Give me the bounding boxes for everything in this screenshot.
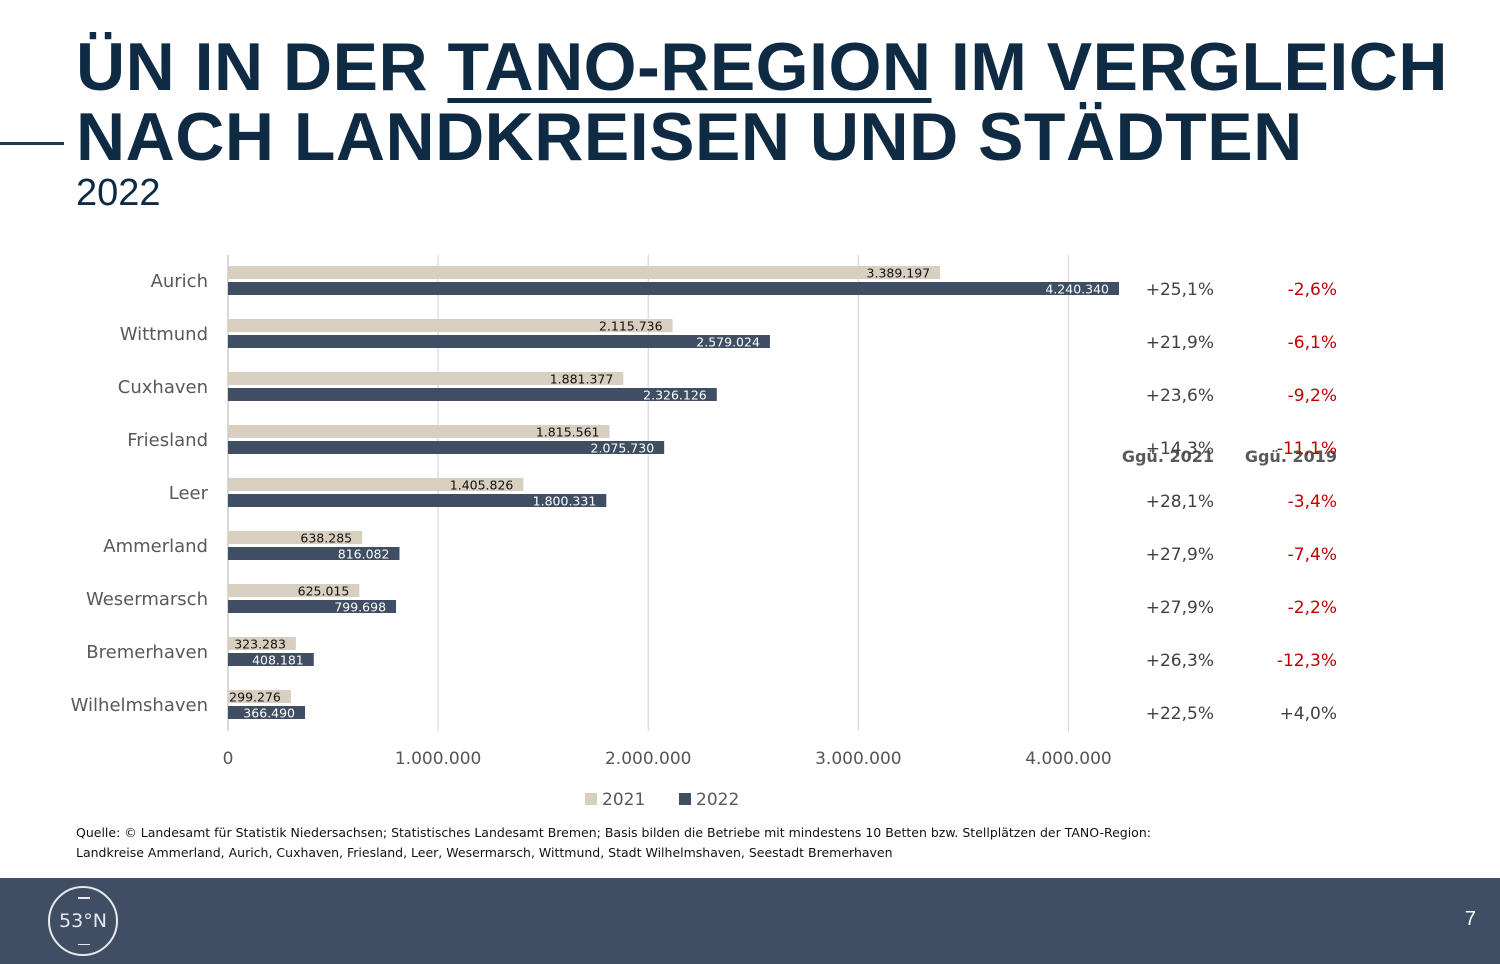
comparison-value: +28,1% xyxy=(1146,492,1214,512)
comparison-value: -6,1% xyxy=(1288,333,1337,353)
logo-tick-top xyxy=(78,897,90,899)
category-label: Wesermarsch xyxy=(86,589,208,610)
comparison-value: +23,6% xyxy=(1146,386,1214,406)
legend-label-2022: 2022 xyxy=(696,790,739,810)
title-prefix: ÜN IN DER xyxy=(76,29,448,105)
source-note: Quelle: © Landesamt für Statistik Nieder… xyxy=(76,823,1376,863)
bar-2021 xyxy=(228,425,610,438)
data-label-2022: 799.698 xyxy=(334,600,386,615)
bar-2022 xyxy=(228,441,665,454)
category-label: Bremerhaven xyxy=(86,642,208,663)
bar-2022 xyxy=(228,706,306,719)
source-line-1: Quelle: © Landesamt für Statistik Nieder… xyxy=(76,825,1151,840)
comparison-value: +4,0% xyxy=(1280,704,1337,724)
data-label-2021: 1.815.561 xyxy=(536,425,600,440)
bar-2021 xyxy=(228,690,291,703)
comparison-header: Ggü. 2019 xyxy=(1245,447,1337,466)
bar-2021 xyxy=(228,266,941,279)
x-tick-label: 0 xyxy=(223,749,234,769)
bar-2022 xyxy=(228,494,607,507)
category-label: Ammerland xyxy=(103,536,208,557)
title-suffix: IM VERGLEICH xyxy=(931,29,1449,105)
title-underlined-region: TANO-REGION xyxy=(447,29,932,105)
legend-swatch-2021 xyxy=(585,793,597,805)
comparison-value: -11,1% xyxy=(1277,439,1337,459)
x-tick-label: 4.000.000 xyxy=(1025,749,1112,769)
comparison-value: +22,5% xyxy=(1146,704,1214,724)
data-label-2022: 408.181 xyxy=(252,653,304,668)
data-label-2021: 638.285 xyxy=(300,531,352,546)
category-label: Cuxhaven xyxy=(118,377,208,398)
title-line-1: ÜN IN DER TANO-REGION IM VERGLEICH xyxy=(76,32,1476,102)
bar-2022 xyxy=(228,600,397,613)
bar-2022 xyxy=(228,388,717,401)
comparison-value: +14,3% xyxy=(1146,439,1214,459)
legend-label-2021: 2021 xyxy=(602,790,645,810)
bar-2022 xyxy=(228,282,1119,295)
logo-tick-bottom xyxy=(78,943,90,945)
comparison-header: Ggü. 2021 xyxy=(1122,447,1214,466)
logo-53n: 53°N xyxy=(48,886,118,956)
page-number: 7 xyxy=(1464,908,1476,930)
comparison-value: +26,3% xyxy=(1146,651,1214,671)
comparison-value: -9,2% xyxy=(1288,386,1337,406)
bar-2021 xyxy=(228,319,673,332)
data-label-2021: 3.389.197 xyxy=(867,266,931,281)
data-label-2021: 299.276 xyxy=(229,690,281,705)
bar-2021 xyxy=(228,531,363,544)
data-label-2022: 2.579.024 xyxy=(696,335,760,350)
category-label: Wilhelmshaven xyxy=(71,695,208,716)
data-label-2021: 625.015 xyxy=(298,584,350,599)
comparison-value: -7,4% xyxy=(1288,545,1337,565)
title-line-2: NACH LANDKREISEN UND STÄDTEN xyxy=(76,99,1303,175)
accent-rule xyxy=(0,142,64,145)
comparison-value: -2,2% xyxy=(1288,598,1337,618)
comparison-value: -3,4% xyxy=(1288,492,1337,512)
bar-2022 xyxy=(228,547,400,560)
bar-2022 xyxy=(228,335,770,348)
bar-chart: 0 1.000.000 2.000.000 3.000.000 4.000.000 Aur… xyxy=(71,255,1337,810)
category-label: Leer xyxy=(169,483,209,504)
x-tick-label: 3.000.000 xyxy=(815,749,902,769)
data-label-2022: 366.490 xyxy=(243,706,295,721)
bar-2021 xyxy=(228,372,624,385)
category-label: Friesland xyxy=(127,430,208,451)
x-tick-label: 2.000.000 xyxy=(605,749,692,769)
data-label-2022: 816.082 xyxy=(338,547,390,562)
bar-2021 xyxy=(228,584,360,597)
comparison-value: -2,6% xyxy=(1288,280,1337,300)
data-label-2021: 323.283 xyxy=(234,637,286,652)
bar-2021 xyxy=(228,478,524,491)
category-label: Wittmund xyxy=(120,324,208,345)
data-label-2021: 2.115.736 xyxy=(599,319,663,334)
comparison-value: +27,9% xyxy=(1146,545,1214,565)
category-label: Aurich xyxy=(151,271,208,292)
data-label-2021: 1.881.377 xyxy=(550,372,614,387)
data-label-2022: 1.800.331 xyxy=(533,494,597,509)
footer-bar: 53°N 7 xyxy=(0,878,1500,964)
source-line-2: Landkreise Ammerland, Aurich, Cuxhaven, … xyxy=(76,845,893,860)
comparison-value: +25,1% xyxy=(1146,280,1214,300)
comparison-value: -12,3% xyxy=(1277,651,1337,671)
legend-swatch-2022 xyxy=(679,793,691,805)
data-label-2021: 1.405.826 xyxy=(450,478,514,493)
page-subtitle: 2022 xyxy=(76,172,161,214)
comparison-value: +21,9% xyxy=(1146,333,1214,353)
bar-2021 xyxy=(228,637,296,650)
x-tick-label: 1.000.000 xyxy=(395,749,482,769)
logo-text: 53°N xyxy=(59,910,107,932)
bar-2022 xyxy=(228,653,314,666)
data-label-2022: 2.075.730 xyxy=(591,441,655,456)
comparison-value: +27,9% xyxy=(1146,598,1214,618)
data-label-2022: 2.326.126 xyxy=(643,388,707,403)
data-label-2022: 4.240.340 xyxy=(1045,282,1109,297)
page-title: ÜN IN DER TANO-REGION IM VERGLEICH NACH … xyxy=(76,32,1476,172)
